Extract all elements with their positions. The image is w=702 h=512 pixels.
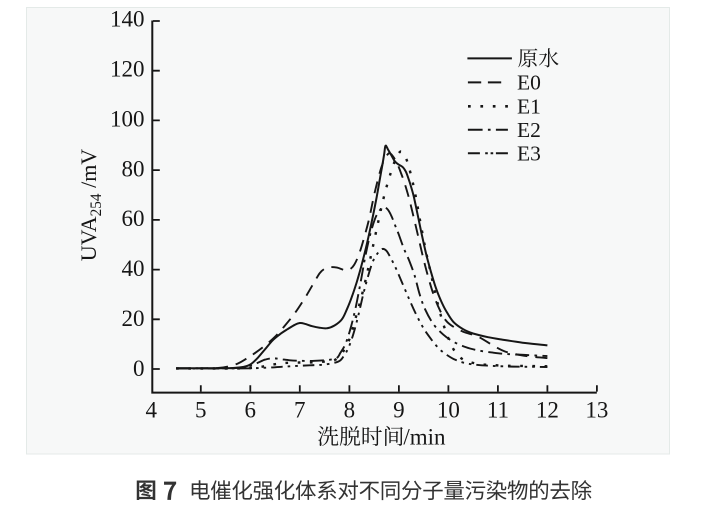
svg-text:12: 12 xyxy=(536,398,559,423)
svg-text:E0: E0 xyxy=(517,71,541,95)
svg-text:11: 11 xyxy=(487,398,509,423)
svg-text:100: 100 xyxy=(110,106,145,131)
svg-text:40: 40 xyxy=(122,256,145,281)
svg-text:9: 9 xyxy=(393,398,405,423)
svg-text:E2: E2 xyxy=(517,118,541,142)
svg-text:60: 60 xyxy=(122,206,145,231)
svg-text:120: 120 xyxy=(110,57,145,82)
svg-text:UVA254 /mV: UVA254 /mV xyxy=(76,149,105,262)
svg-text:8: 8 xyxy=(344,398,356,423)
svg-text:/min: /min xyxy=(403,424,446,449)
svg-text:E1: E1 xyxy=(517,95,541,119)
svg-text:20: 20 xyxy=(122,306,145,331)
svg-text:4: 4 xyxy=(146,398,158,423)
svg-text:140: 140 xyxy=(110,7,145,32)
svg-text:13: 13 xyxy=(585,398,608,423)
svg-text:6: 6 xyxy=(245,398,257,423)
svg-text:80: 80 xyxy=(122,156,145,181)
svg-text:E3: E3 xyxy=(517,142,541,166)
svg-text:10: 10 xyxy=(437,398,460,423)
svg-text:5: 5 xyxy=(195,398,207,423)
svg-text:0: 0 xyxy=(133,356,145,381)
svg-text:7: 7 xyxy=(294,398,306,423)
